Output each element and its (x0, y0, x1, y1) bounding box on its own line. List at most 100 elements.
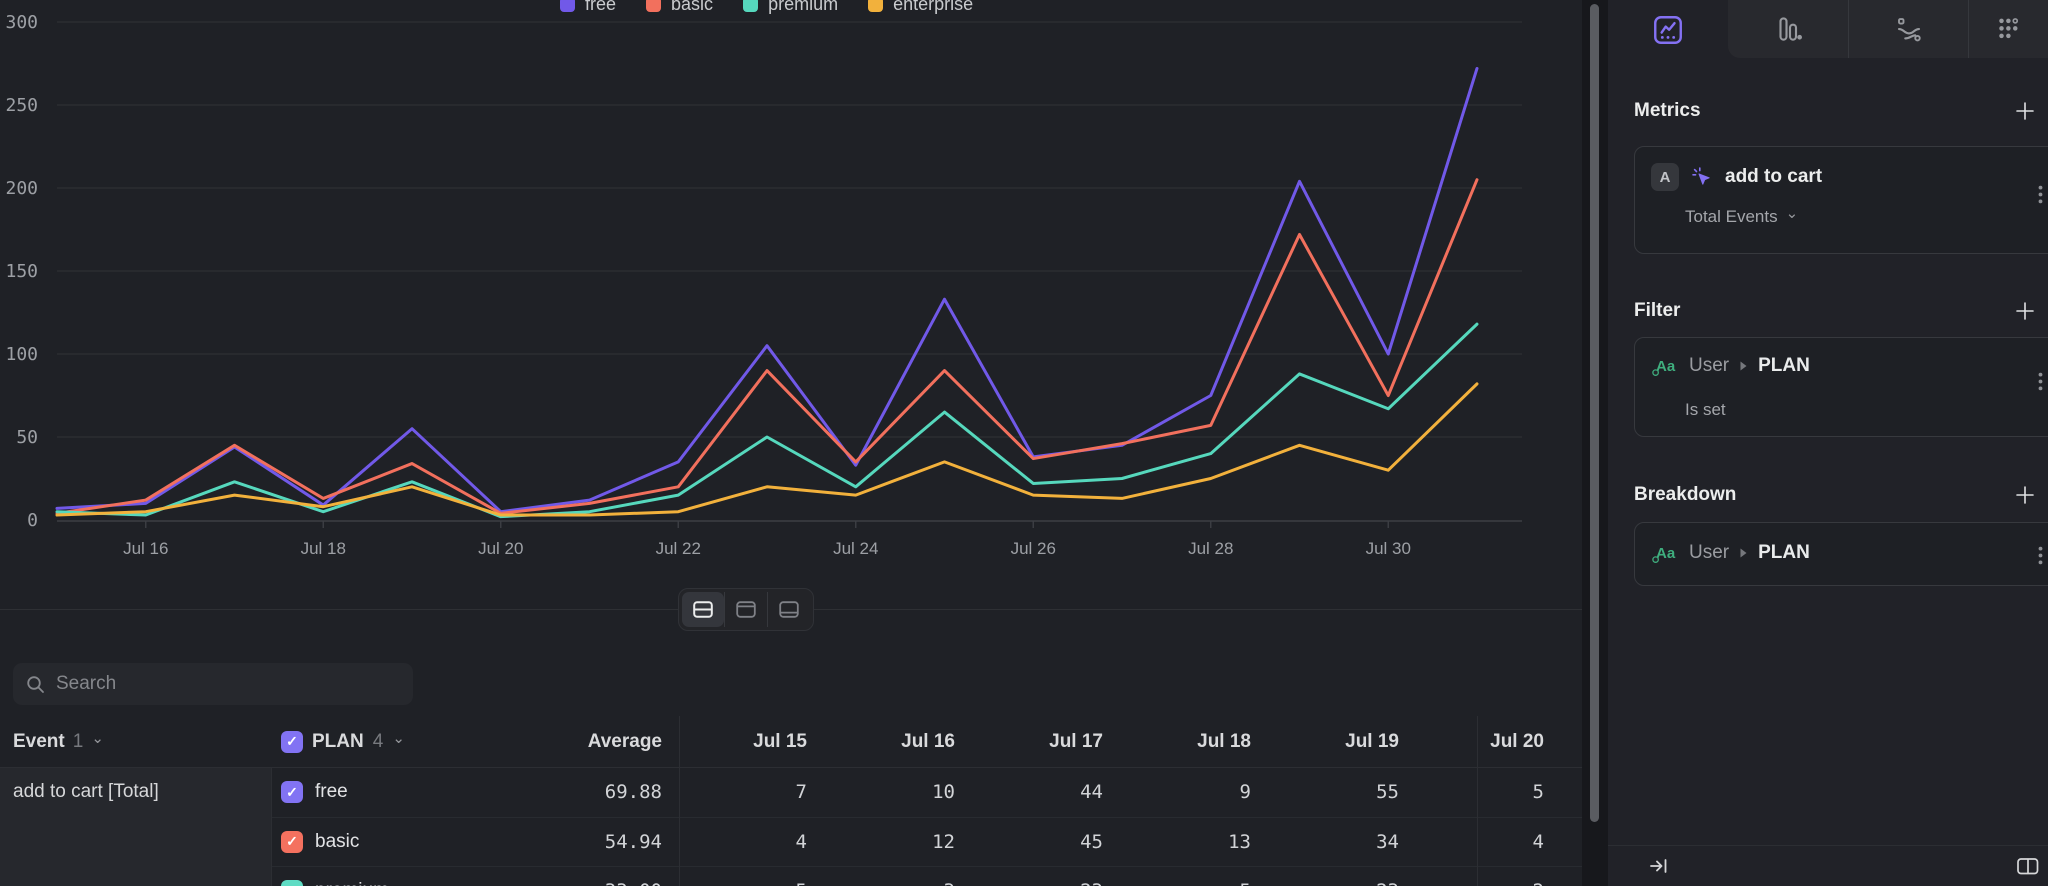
row-checkbox[interactable]: ✓ (281, 880, 303, 886)
breakdown-entity: User (1689, 542, 1730, 563)
metric-series-badge: A (1651, 163, 1679, 191)
metrics-heading: Metrics (1634, 100, 1701, 121)
filter-options-kebab[interactable] (2038, 372, 2043, 391)
legend-swatch (868, 0, 884, 12)
plan-cell: ✓ premium (272, 867, 522, 886)
line-chart[interactable]: 0 50 100 150 200 250 300 Jul 16 Jul 18 Jul 20 Jul … (0, 0, 1582, 562)
svg-text:Jul 22: Jul 22 (656, 539, 701, 558)
legend-item-basic[interactable]: basic (646, 0, 713, 15)
table-body: ✓ free 69.88 7 10 44 9 55 5 ✓ basic 54.94 4 12… (272, 768, 1582, 886)
legend-item-premium[interactable]: premium (743, 0, 838, 15)
filter-operator-label: Is set (1685, 400, 1726, 419)
search-icon (27, 675, 44, 693)
plan-column-header[interactable]: ✓ PLAN 4 ⌄ (272, 716, 522, 767)
event-header-label: Event (13, 730, 65, 752)
legend-swatch (646, 0, 662, 12)
row-label: premium (315, 880, 389, 886)
filter-card[interactable]: Aa User PLAN Is set (1634, 337, 2048, 437)
filter-operator-dropdown[interactable]: Is set (1685, 400, 1726, 420)
legend-item-free[interactable]: free (560, 0, 616, 15)
svg-text:200: 200 (5, 178, 38, 199)
chevron-down-icon: ⌄ (392, 729, 405, 747)
plan-header-label: PLAN (312, 730, 364, 752)
svg-text:Jul 28: Jul 28 (1188, 539, 1233, 558)
aggregation-dropdown[interactable]: Total Events ⌄ (1685, 205, 1799, 227)
filter-property: PLAN (1758, 355, 1810, 376)
layout-split-button[interactable] (682, 592, 724, 627)
scrollbar-track (1582, 0, 1608, 886)
collapse-sidebar-icon[interactable] (1648, 857, 1670, 875)
layout-table-top-button[interactable] (724, 592, 767, 627)
table-top-icon (736, 601, 756, 618)
date-column-header[interactable]: Jul 15 (753, 730, 807, 752)
metric-event-name: add to cart (1725, 166, 1823, 187)
svg-text:300: 300 (5, 12, 38, 33)
add-metric-button[interactable] (2014, 100, 2036, 122)
value-cell: 12 (932, 830, 955, 853)
sidebar-footer (1608, 845, 2048, 886)
date-column-header[interactable]: Jul 19 (1345, 730, 1399, 752)
tab-insights[interactable] (1608, 0, 1728, 60)
average-cell: 54.94 (604, 830, 662, 853)
value-cell: 3 (827, 867, 975, 886)
filter-entity: User (1689, 355, 1730, 376)
table-row-free[interactable]: ✓ free 69.88 7 10 44 9 55 5 (272, 768, 1582, 818)
add-filter-button[interactable] (2014, 300, 2036, 322)
date-column-header[interactable]: Jul 18 (1197, 730, 1251, 752)
metric-card[interactable]: A add to cart Total Events ⌄ (1634, 146, 2048, 254)
value-cell: 4 (795, 830, 807, 853)
bar-chart-icon (1779, 17, 1802, 41)
plan-select-all-checkbox[interactable]: ✓ (281, 730, 303, 753)
panel-layout-icon[interactable] (2016, 857, 2040, 876)
table-row-premium[interactable]: ✓ premium 33.00 53235232 (272, 867, 1582, 886)
average-column-header[interactable]: Average (587, 730, 662, 752)
breakdown-options-kebab[interactable] (2038, 546, 2043, 565)
legend-item-enterprise[interactable]: enterprise (868, 0, 973, 15)
value-cell: 23 (1271, 867, 1419, 886)
average-cell: 33.00 (522, 867, 679, 886)
row-label: free (315, 781, 348, 803)
add-breakdown-button[interactable] (2014, 484, 2036, 506)
filter-section-header: Filter (1634, 296, 2036, 326)
date-column-header[interactable]: Jul 16 (901, 730, 955, 752)
svg-text:Jul 20: Jul 20 (478, 539, 523, 558)
svg-text:50: 50 (16, 427, 38, 448)
row-checkbox[interactable]: ✓ (281, 830, 303, 853)
vertical-scrollbar[interactable] (1590, 4, 1599, 822)
date-column-header[interactable]: Jul 20 (1490, 730, 1544, 752)
value-cell: 4 (1532, 830, 1544, 853)
chart-legend: free basic premium enterprise (560, 0, 973, 17)
aggregation-label: Total Events (1685, 207, 1778, 226)
value-cell: 5 (1123, 867, 1271, 886)
event-count: 1 (72, 730, 84, 752)
breakdown-section-header: Breakdown (1634, 480, 2036, 510)
value-cell: 34 (1376, 830, 1399, 853)
event-total-label: add to cart [Total] (13, 781, 159, 802)
event-click-icon (1692, 167, 1710, 185)
text-property-icon: Aa (1652, 358, 1676, 376)
date-column-header[interactable]: Jul 17 (1049, 730, 1103, 752)
tab-flows[interactable] (1848, 0, 1968, 58)
inactive-tabs-block (1728, 0, 2048, 58)
layout-table-bottom-button[interactable] (767, 592, 810, 627)
caret-right-icon (1740, 361, 1747, 371)
plan-count: 4 (372, 730, 384, 752)
tab-more-reports[interactable] (1968, 0, 2048, 58)
value-cell: 2 (1419, 867, 1582, 886)
chevron-down-icon: ⌄ (1785, 205, 1799, 222)
tab-bar-report[interactable] (1728, 0, 1848, 58)
breakdown-card[interactable]: Aa User PLAN (1634, 522, 2048, 586)
value-cell: 23 (975, 867, 1123, 886)
value-cell: 9 (1239, 781, 1251, 804)
svg-text:Jul 26: Jul 26 (1011, 539, 1056, 558)
svg-text:Jul 30: Jul 30 (1366, 539, 1411, 558)
event-column-header[interactable]: Event 1 ⌄ (0, 716, 272, 767)
value-cell: 55 (1376, 781, 1399, 804)
metric-options-kebab[interactable] (2038, 185, 2043, 204)
metrics-section-header: Metrics (1634, 96, 2036, 126)
search-input[interactable] (56, 673, 413, 695)
row-checkbox[interactable]: ✓ (281, 781, 303, 804)
svg-text:Aa: Aa (1656, 358, 1676, 375)
table-row-basic[interactable]: ✓ basic 54.94 4 12 45 13 34 4 (272, 818, 1582, 867)
